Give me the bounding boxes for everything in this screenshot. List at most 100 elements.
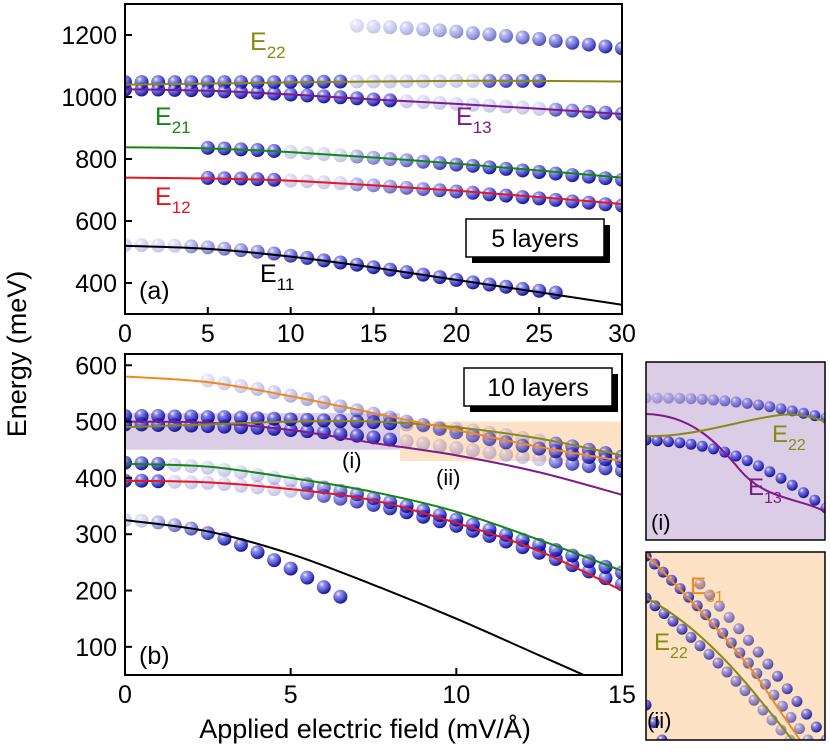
label-e22-a-main: E bbox=[250, 28, 267, 56]
dotsI-dot bbox=[753, 460, 764, 472]
panel-b-dot bbox=[482, 432, 497, 447]
dotsII-dot bbox=[704, 589, 716, 601]
panel-b-dot bbox=[432, 421, 447, 436]
inset-i-e22-curve bbox=[646, 413, 825, 438]
panel-b-x-tick-label: 0 bbox=[118, 681, 132, 709]
panel-a-dot bbox=[250, 244, 265, 259]
panel-a-e22-curve bbox=[125, 79, 622, 86]
dotsI-dot bbox=[663, 436, 674, 448]
panel-a-y-tick-label: 600 bbox=[75, 208, 117, 236]
dotsI-dot bbox=[663, 392, 674, 404]
dotsI-dot bbox=[719, 395, 731, 407]
panel-a-dot bbox=[581, 195, 596, 210]
x-axis-title: Applied electric field (mV/Å) bbox=[199, 713, 531, 744]
dotsII-dot bbox=[762, 658, 774, 670]
dotsI-dot bbox=[685, 438, 697, 450]
panel-b-dot bbox=[233, 478, 248, 493]
dotsI-dot bbox=[741, 397, 753, 409]
dotsII-dot bbox=[713, 600, 725, 612]
panel-b: 0 5 10 15 100 200 300 400 500 600 10 layers (b) (… bbox=[75, 352, 636, 709]
dotsII-dot bbox=[742, 634, 754, 646]
panel-b-x-tick-label: 10 bbox=[442, 681, 470, 709]
panel-b-dot bbox=[200, 373, 215, 388]
panel-a-dot bbox=[217, 241, 232, 256]
dotsI-dot bbox=[775, 472, 787, 484]
panel-b-dot bbox=[167, 409, 182, 424]
inset-i-e22-sub: 22 bbox=[788, 437, 806, 454]
panel-b-dot bbox=[233, 465, 248, 480]
dotsII-dot bbox=[717, 627, 729, 639]
panel-b-dot bbox=[267, 411, 282, 426]
dotsI-dot bbox=[764, 401, 776, 413]
panel-a-box bbox=[465, 218, 605, 258]
panel-a-x-tick-label: 10 bbox=[277, 320, 305, 348]
dotsI-dot bbox=[651, 392, 663, 404]
panel-b-dot bbox=[465, 443, 480, 458]
panel-b-e11-curve bbox=[125, 519, 587, 675]
panel-a-x-tick-label: 0 bbox=[118, 320, 132, 348]
dotsI-dot bbox=[646, 434, 652, 446]
panel-b-dot bbox=[366, 430, 381, 445]
panel-a-dot bbox=[449, 24, 464, 39]
panel-a-dot bbox=[167, 238, 182, 253]
label-e11-a-main: E bbox=[260, 260, 277, 288]
dotsII-dot bbox=[712, 657, 724, 669]
dotsII-dot bbox=[723, 611, 735, 623]
panel-b-dot bbox=[184, 409, 199, 424]
dotsI-dot bbox=[730, 396, 742, 408]
panel-b-dot bbox=[615, 454, 622, 469]
panel-b-label: (b) bbox=[139, 642, 170, 670]
panel-a-dot bbox=[548, 192, 563, 207]
panel-a-dot bbox=[532, 191, 547, 206]
marker-ii: (ii) bbox=[436, 465, 460, 490]
inset-i-e13-curve bbox=[646, 413, 825, 513]
inset-i-e22-main: E bbox=[772, 421, 788, 448]
panel-a-dot bbox=[532, 32, 547, 47]
panel-b-dot bbox=[598, 452, 613, 467]
panel-b-dot bbox=[399, 434, 414, 449]
label-e21-a: E21 bbox=[155, 103, 191, 137]
dotsII-dot bbox=[703, 648, 715, 660]
panel-a-x-tick-label: 20 bbox=[442, 320, 470, 348]
panel-a-x-tick-label: 25 bbox=[525, 320, 553, 348]
panel-b-dot bbox=[300, 570, 315, 585]
panel-a-dot bbox=[432, 23, 447, 38]
panel-a-x-tick-label: 15 bbox=[360, 320, 388, 348]
panel-b-box-label: 10 layers bbox=[487, 374, 588, 402]
inset-ii-e31-label: E31 bbox=[690, 573, 724, 606]
panel-b-dot bbox=[267, 470, 282, 485]
panel-b-dot bbox=[383, 432, 398, 447]
panel-a-dot bbox=[233, 75, 248, 90]
dotsII-dot bbox=[646, 699, 652, 711]
dotsII-dot bbox=[810, 721, 822, 733]
panel-a-dot bbox=[366, 19, 381, 34]
dotsII-dot bbox=[759, 678, 771, 690]
dotsI-dot bbox=[809, 494, 821, 506]
panel-b-dot bbox=[200, 410, 215, 425]
dotsII-dot bbox=[694, 578, 706, 590]
panel-a-dot bbox=[499, 28, 514, 43]
panel-a-dot bbox=[233, 243, 248, 258]
dotsII-dot bbox=[648, 717, 660, 728]
panel-a-dot bbox=[134, 238, 149, 253]
panel-a-dot bbox=[184, 239, 199, 254]
dotsII-dot bbox=[781, 683, 793, 695]
dotsI-dot bbox=[753, 399, 764, 411]
inset-ii-e22-curve bbox=[646, 597, 793, 740]
dotsII-dot bbox=[725, 637, 737, 649]
panel-a-dot bbox=[499, 188, 514, 203]
panel-a-e11-curve bbox=[125, 244, 622, 306]
inset-i-label: (i) bbox=[651, 510, 671, 535]
dotsII-dot bbox=[656, 734, 668, 740]
dotsI-dot bbox=[798, 487, 809, 499]
panel-b-dot bbox=[499, 435, 514, 450]
dotsII-dot bbox=[802, 734, 814, 740]
panel-a-e13-curve bbox=[125, 88, 622, 116]
inset-ii-label: (ii) bbox=[647, 708, 671, 733]
panel-a-dot bbox=[598, 171, 613, 186]
dotsI-dot bbox=[708, 443, 719, 455]
dotsII-dot bbox=[676, 623, 688, 635]
label-e21-a-sub: 21 bbox=[172, 118, 191, 137]
dotsII-dot bbox=[721, 666, 733, 678]
inset-ii: E31 E22 (ii) bbox=[645, 551, 826, 741]
